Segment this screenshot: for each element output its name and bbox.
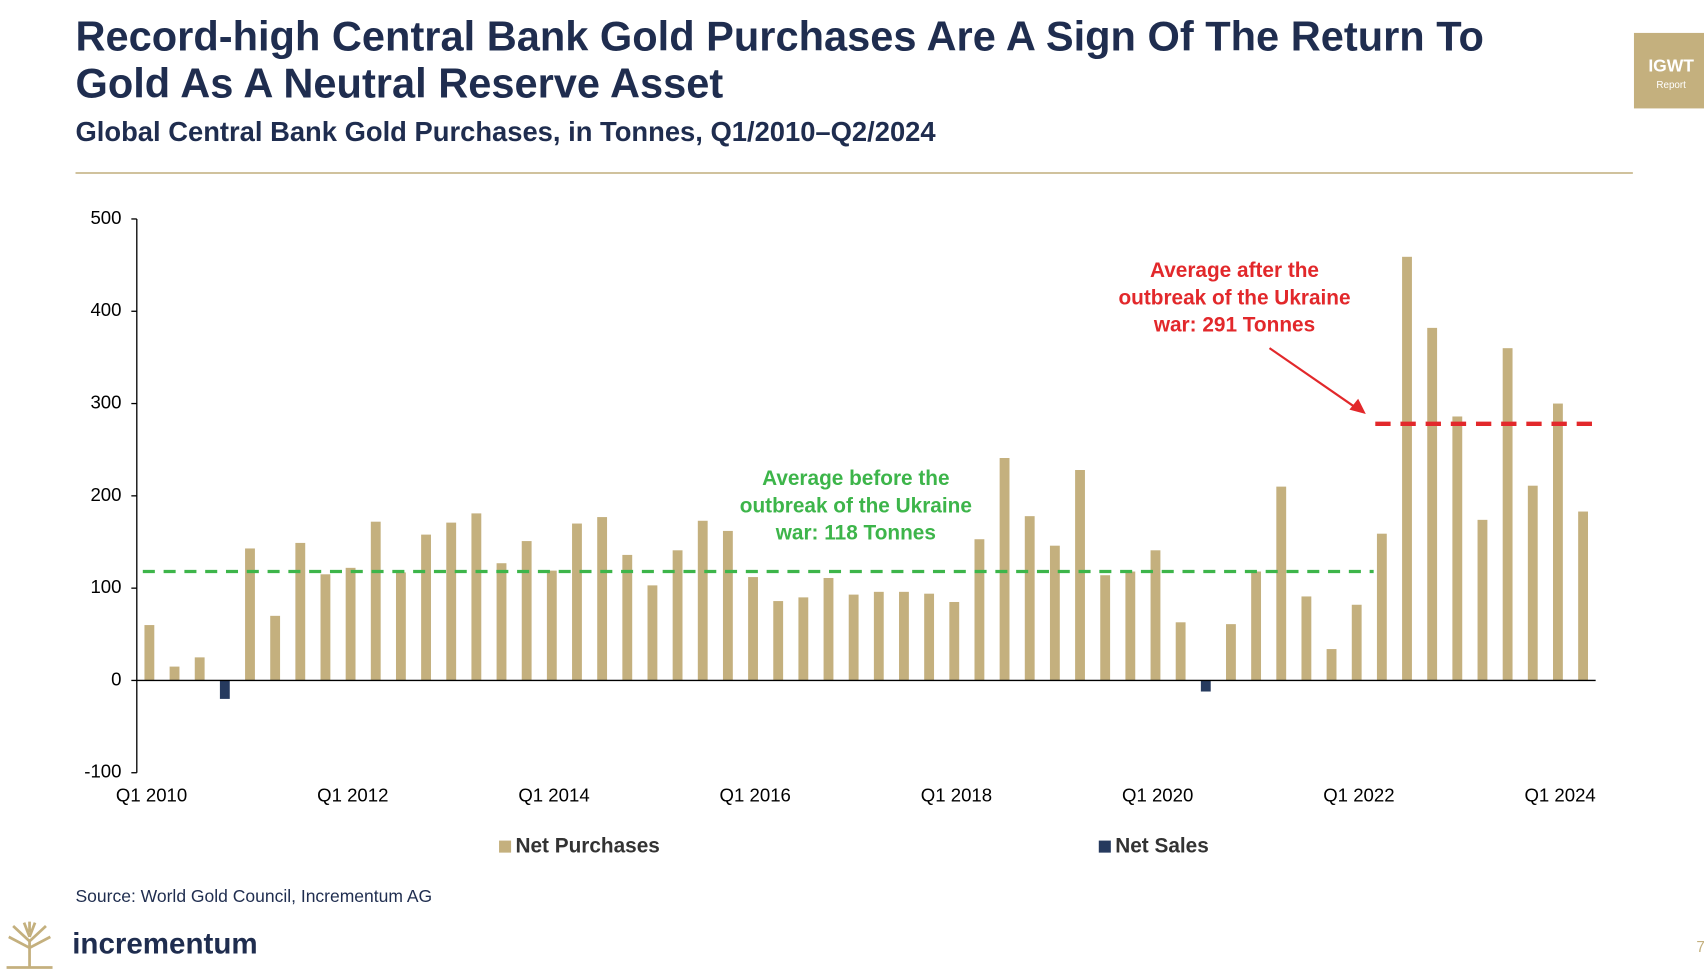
legend-label: Net Sales [1115, 835, 1209, 858]
bar [395, 572, 406, 681]
bar [572, 523, 582, 681]
bar [1301, 596, 1312, 681]
bar [1049, 545, 1060, 681]
y-tick-label: 400 [90, 299, 121, 320]
annotation-arrow [1268, 347, 1358, 410]
bar [1175, 622, 1186, 681]
bar [873, 591, 884, 681]
bar [320, 574, 331, 681]
bar [1326, 649, 1337, 681]
annotation: war: 118 Tonnes [775, 522, 936, 545]
badge-sub: Report [1656, 80, 1686, 91]
bar [1402, 256, 1412, 681]
bar [1226, 624, 1236, 681]
annotation: Average before the [762, 467, 949, 490]
bar [1477, 519, 1488, 681]
annotation: outbreak of the Ukraine [740, 494, 972, 517]
x-tick-label: Q1 2018 [921, 785, 992, 806]
bar [345, 567, 356, 681]
bar [1276, 486, 1287, 681]
title-line: Gold As A Neutral Reserve Asset [76, 60, 724, 107]
bar [1452, 416, 1463, 681]
bar [295, 542, 306, 681]
bar [697, 520, 708, 681]
bar [848, 594, 859, 681]
bar [496, 563, 507, 681]
badge [1633, 32, 1704, 109]
legend-swatch [1098, 840, 1111, 853]
bar [270, 615, 281, 681]
x-tick-label: Q1 2016 [720, 785, 791, 806]
bar [1502, 348, 1513, 681]
x-tick-label: Q1 2014 [518, 785, 589, 806]
bar [722, 530, 733, 681]
y-tick-label: -100 [84, 761, 121, 782]
y-tick-label: 300 [90, 391, 121, 412]
page-number: 7 [1696, 939, 1704, 956]
bar [169, 666, 180, 681]
y-tick-label: 500 [90, 207, 121, 228]
bar [1200, 680, 1211, 692]
annotation: outbreak of the Ukraine [1118, 286, 1350, 309]
bar [1075, 470, 1085, 681]
bar [1578, 511, 1589, 681]
annotation: Average after the [1150, 259, 1319, 282]
bar [823, 577, 834, 681]
bar [1125, 571, 1136, 681]
annotation: war: 291 Tonnes [1153, 314, 1315, 337]
x-tick-label: Q1 2020 [1122, 785, 1193, 806]
x-tick-label: Q1 2010 [116, 785, 187, 806]
bar [798, 597, 809, 681]
legend-label: Net Purchases [515, 835, 659, 858]
bar [773, 601, 784, 681]
bar [597, 517, 608, 681]
y-tick-label: 0 [111, 668, 121, 689]
bar [1251, 571, 1262, 681]
bar [748, 577, 758, 681]
y-tick-label: 100 [90, 576, 121, 597]
legend-swatch [499, 840, 512, 853]
company: incrementum [72, 927, 257, 960]
bar [1552, 403, 1563, 681]
bar [1351, 604, 1362, 681]
bar [245, 548, 255, 681]
bar [1527, 485, 1538, 681]
arrow-head [1349, 398, 1366, 415]
bar [370, 521, 381, 681]
bar [672, 550, 683, 681]
bar [1024, 516, 1035, 681]
bar [471, 513, 482, 681]
y-tick-label: 200 [90, 484, 121, 505]
logo-icon [6, 921, 53, 969]
badge-text: IGWT [1648, 55, 1694, 75]
bar [647, 585, 658, 681]
bar [546, 570, 557, 681]
bar [194, 657, 205, 681]
bar [949, 601, 960, 681]
bar [421, 534, 431, 681]
bar [974, 539, 985, 681]
x-tick-label: Q1 2022 [1323, 785, 1394, 806]
bar [1100, 575, 1111, 681]
source: Source: World Gold Council, Incrementum … [76, 886, 433, 906]
x-tick-label: Q1 2024 [1524, 785, 1595, 806]
title-line: Record-high Central Bank Gold Purchases … [76, 12, 1484, 59]
bar [446, 522, 457, 681]
bar [899, 591, 909, 681]
bar [144, 625, 155, 681]
subtitle: Global Central Bank Gold Purchases, in T… [76, 116, 937, 147]
bar [924, 593, 935, 681]
bar [999, 458, 1010, 681]
bar [1427, 327, 1438, 681]
bar [521, 541, 532, 681]
bar [1150, 550, 1161, 681]
bar [219, 680, 230, 699]
bar [1376, 533, 1387, 681]
bar [622, 554, 633, 681]
x-tick-label: Q1 2012 [317, 785, 388, 806]
